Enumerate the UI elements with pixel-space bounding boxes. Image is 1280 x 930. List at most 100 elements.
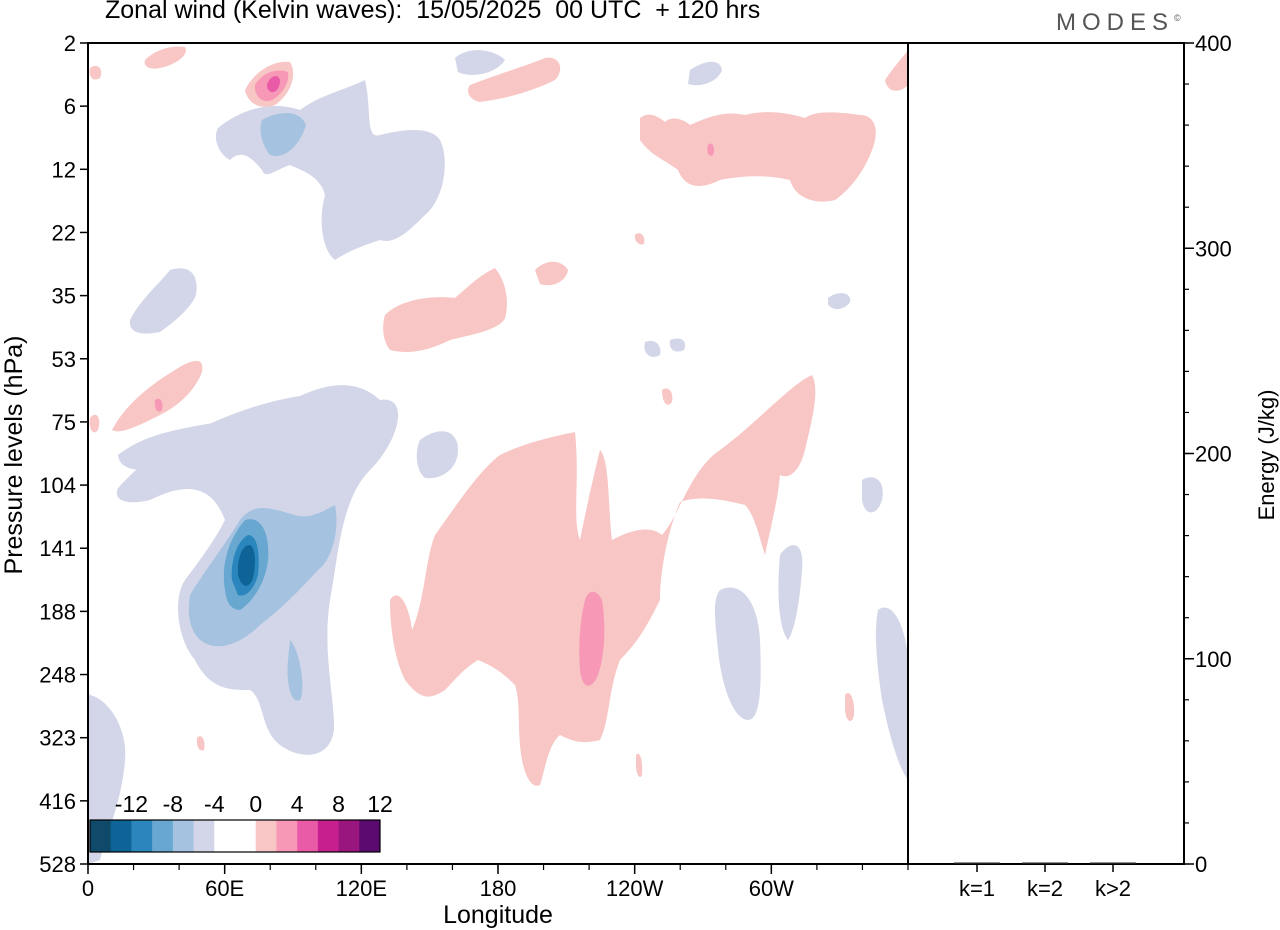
contour-region	[118, 413, 264, 471]
y-tick-label: 2	[64, 31, 76, 56]
energy-tick-label: 100	[1195, 647, 1232, 672]
energy-category-label: k=1	[959, 876, 995, 901]
energy-bar	[954, 862, 1000, 864]
colorbar-tick-label: -12	[115, 791, 148, 817]
colorbar-swatch	[359, 820, 381, 852]
energy-tick-label: 300	[1195, 236, 1232, 261]
energy-tick-label: 400	[1195, 31, 1232, 56]
contour-region	[260, 113, 306, 156]
contour-region	[287, 640, 303, 701]
colorbar-tick-label: 8	[332, 791, 345, 817]
colorbar-tick-label: 4	[291, 791, 304, 817]
colorbar-swatch	[131, 820, 153, 852]
contour-region	[154, 398, 163, 412]
colorbar-swatch	[276, 820, 298, 852]
y-tick-label: 75	[52, 410, 76, 435]
colorbar-swatch	[172, 820, 195, 852]
energy-bar	[1090, 862, 1136, 864]
contour-region	[644, 340, 661, 357]
y-tick-label: 416	[39, 789, 76, 814]
brand-mark: ©	[1174, 13, 1181, 23]
colorbar-swatch	[338, 820, 360, 852]
contour-region	[845, 692, 855, 722]
contour-region	[237, 545, 255, 586]
y-tick-label: 22	[52, 220, 76, 245]
contour-region	[579, 591, 605, 686]
x-tick-label: 60W	[749, 876, 794, 901]
energy-axis: 0 100 200 300 400	[1184, 31, 1232, 877]
contour-region	[215, 80, 445, 260]
energy-bar	[1022, 862, 1068, 864]
y-tick-label: 53	[52, 347, 76, 372]
x-tick-label: 120W	[606, 876, 664, 901]
y-tick-label: 528	[39, 852, 76, 877]
contour-region	[535, 261, 568, 286]
y-tick-label: 141	[39, 536, 76, 561]
colorbar: -12 -8 -4 0 4 8 12	[89, 791, 393, 853]
contour-region	[112, 360, 203, 432]
modes-logo: MODES©	[1056, 9, 1181, 37]
x-tick-label: 60E	[205, 876, 244, 901]
colorbar-tick-label: -4	[204, 791, 225, 817]
contour-region	[267, 76, 280, 93]
contour-region	[89, 414, 100, 433]
y-axis-title: Pressure levels (hPa)	[0, 336, 28, 575]
x-tick-label: 120E	[336, 876, 387, 901]
colorbar-tick-label: -8	[163, 791, 183, 817]
contour-region	[416, 431, 458, 479]
colorbar-swatch	[90, 820, 112, 852]
colorbar-swatch	[255, 820, 277, 852]
contour-region	[390, 375, 816, 786]
contour-region	[778, 545, 803, 640]
x-tick-label: 180	[480, 876, 517, 901]
contour-region	[129, 268, 197, 334]
contour-region	[875, 607, 908, 780]
y-tick-label: 6	[64, 94, 76, 119]
energy-category-label: k=2	[1027, 876, 1063, 901]
energy-category-label: k>2	[1095, 876, 1131, 901]
energy-bars: k=1 k=2 k>2	[954, 862, 1136, 901]
y-tick-label: 12	[52, 157, 76, 182]
colorbar-swatch	[110, 820, 132, 852]
contour-region	[383, 268, 507, 352]
contour-region	[669, 338, 686, 352]
colorbar-swatch	[152, 820, 174, 852]
energy-axis-title: Energy (J/kg)	[1254, 390, 1279, 521]
colorbar-tick-label: 12	[367, 791, 393, 817]
y-tick-label: 35	[52, 284, 76, 309]
contour-region	[89, 65, 102, 80]
contour-region	[640, 112, 876, 202]
contour-region	[634, 233, 645, 245]
chart-title: Zonal wind (Kelvin waves): 15/05/2025 00…	[105, 0, 761, 24]
y-tick-label: 188	[39, 599, 76, 624]
y-tick-label: 323	[39, 726, 76, 751]
colorbar-border	[89, 819, 381, 853]
contour-region	[885, 50, 908, 91]
pressure-axis: 2 6 12 22 35 53 75 104 141 188 248 323 416 528	[39, 31, 88, 877]
colorbar-swatch	[214, 820, 236, 852]
contour-region	[144, 46, 186, 69]
colorbar-swatch	[193, 820, 215, 852]
contour-region	[688, 61, 722, 86]
contour-region	[714, 587, 761, 720]
colorbar-swatch	[297, 820, 319, 852]
x-axis-title: Longitude	[443, 901, 553, 929]
colorbar-swatch	[317, 820, 340, 852]
contour-region	[455, 50, 505, 75]
contour-region	[196, 736, 205, 751]
contour-region	[828, 293, 851, 310]
contour-region	[862, 477, 883, 513]
longitude-axis: 0 60E 120E 180 120W 60W	[82, 864, 909, 901]
energy-panel-frame	[907, 42, 1185, 865]
contour-region	[636, 753, 643, 777]
energy-tick-label: 200	[1195, 442, 1232, 467]
energy-tick-label: 0	[1195, 852, 1207, 877]
contour-region	[468, 57, 561, 102]
colorbar-tick-label: 0	[249, 791, 262, 817]
y-tick-label: 248	[39, 663, 76, 688]
contour-field	[88, 46, 908, 864]
y-tick-label: 104	[39, 473, 76, 498]
contour-region	[707, 143, 715, 156]
colorbar-swatch	[235, 820, 257, 852]
